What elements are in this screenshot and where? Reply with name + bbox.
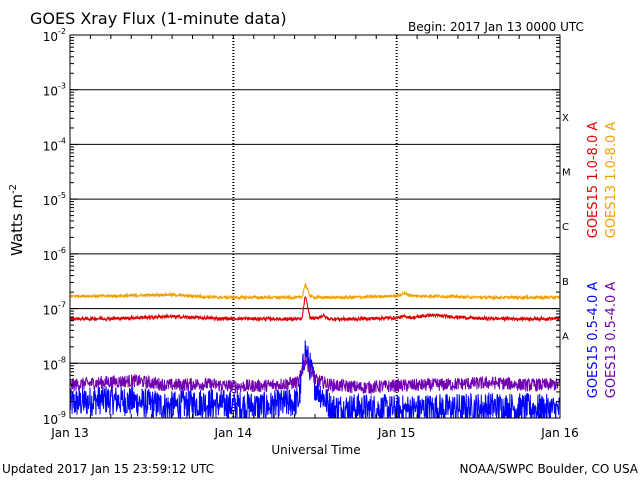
- y-tick-exp: -6: [58, 246, 66, 255]
- grid-lines: [70, 35, 560, 418]
- series-layer: [69, 281, 561, 420]
- y-tick-exp: -7: [58, 301, 66, 310]
- y-tick-base: 10: [43, 85, 58, 99]
- y-tick-exp: -9: [58, 410, 66, 419]
- y-tick-label: 10-4: [43, 136, 66, 153]
- flare-class-label: A: [562, 332, 569, 343]
- y-tick-label: 10-6: [43, 246, 66, 263]
- y-axis-label-main: Watts m: [8, 194, 26, 256]
- plot-area: [70, 35, 560, 418]
- y-tick-base: 10: [43, 139, 58, 153]
- legend: GOES15 1.0-8.0 A GOES13 1.0-8.0 A GOES15 0…: [586, 122, 619, 399]
- x-tick-label: Jan 15: [377, 426, 416, 440]
- plot-background: [70, 35, 560, 418]
- y-tick-base: 10: [43, 358, 58, 372]
- legend-entry: GOES15 1.0-8.0 A: [586, 122, 601, 239]
- y-axis-label: Watts m-2: [8, 184, 26, 256]
- y-tick-base: 10: [43, 194, 58, 208]
- y-tick-base: 10: [43, 413, 58, 427]
- footer-source: NOAA/SWPC Boulder, CO USA: [460, 462, 639, 476]
- flare-class-label: X: [562, 113, 569, 124]
- svg-text:Watts m-2: Watts m-2: [8, 184, 26, 256]
- y-tick-label: 10-8: [43, 355, 66, 372]
- flare-class-labels: X M C B A: [562, 113, 571, 343]
- legend-entry: GOES15 0.5-4.0 A: [586, 282, 601, 399]
- y-tick-exp: -3: [58, 82, 66, 91]
- y-tick-base: 10: [43, 30, 58, 44]
- y-tick-exp: -2: [58, 27, 66, 36]
- chart-title: GOES Xray Flux (1-minute data): [30, 9, 287, 28]
- legend-entry: GOES13 0.5-4.0 A: [604, 282, 619, 399]
- y-tick-exp: -5: [58, 191, 66, 200]
- x-axis-ticks: Jan 13 Jan 14 Jan 15 Jan 16: [50, 35, 579, 440]
- y-axis-ticks: 10-210-310-410-510-610-710-810-9: [43, 27, 560, 427]
- x-axis-label: Universal Time: [271, 443, 360, 457]
- x-tick-label: Jan 16: [540, 426, 579, 440]
- y-tick-label: 10-3: [43, 82, 66, 99]
- y-tick-exp: -4: [58, 136, 66, 145]
- series-line-0: [69, 296, 561, 323]
- footer-updated: Updated 2017 Jan 15 23:59:12 UTC: [2, 462, 214, 476]
- x-tick-label: Jan 13: [50, 426, 89, 440]
- x-tick-label: Jan 14: [214, 426, 253, 440]
- y-tick-label: 10-9: [43, 410, 66, 427]
- y-tick-base: 10: [43, 249, 58, 263]
- y-axis-label-exp: -2: [8, 184, 19, 194]
- y-tick-label: 10-2: [43, 27, 66, 44]
- series-line-2: [69, 340, 561, 420]
- flare-class-label: B: [562, 277, 569, 288]
- y-tick-base: 10: [43, 304, 58, 318]
- y-tick-exp: -8: [58, 355, 66, 364]
- begin-label: Begin: 2017 Jan 13 0000 UTC: [408, 20, 584, 34]
- y-tick-label: 10-7: [43, 301, 66, 318]
- series-line-1: [69, 281, 561, 301]
- flare-class-label: C: [562, 222, 569, 233]
- y-tick-label: 10-5: [43, 191, 66, 208]
- legend-entry: GOES13 1.0-8.0 A: [604, 122, 619, 239]
- flare-class-label: M: [562, 168, 571, 179]
- series-line-3: [69, 355, 561, 396]
